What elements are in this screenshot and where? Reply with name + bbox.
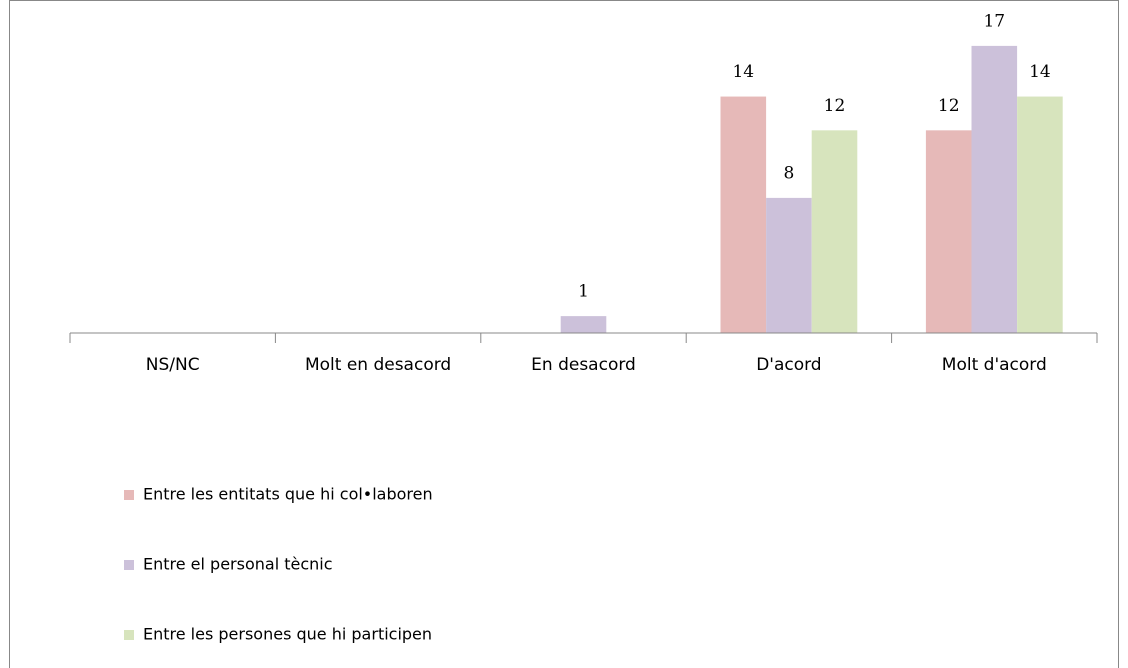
data-label: 12: [938, 96, 960, 116]
data-label: 17: [983, 11, 1005, 31]
legend-swatch: [124, 630, 134, 640]
data-label: 14: [732, 62, 754, 82]
bar: [1017, 96, 1063, 333]
legend-swatch: [124, 490, 134, 500]
legend-label: Entre el personal tècnic: [143, 555, 333, 574]
frame: [9, 0, 1119, 668]
bar: [720, 96, 767, 333]
legend-label: Entre les persones que hi participen: [143, 625, 432, 644]
bar: [925, 130, 972, 333]
bar: [811, 130, 858, 333]
data-label: 14: [1029, 62, 1051, 82]
data-label: 12: [824, 96, 846, 116]
legend-swatch: [124, 560, 134, 570]
x-tick-label: En desacord: [531, 355, 636, 375]
data-label: 1: [578, 282, 589, 302]
x-tick-label: D'acord: [756, 355, 821, 375]
x-tick-label: NS/NC: [146, 355, 200, 375]
legend-label: Entre les entitats que hi col•laboren: [143, 485, 433, 504]
bar: [971, 45, 1018, 334]
x-tick-label: Molt d'acord: [942, 355, 1047, 375]
data-label: 8: [783, 163, 794, 183]
x-tick-label: Molt en desacord: [305, 355, 451, 375]
bar: [766, 197, 812, 333]
bar: [560, 316, 607, 333]
